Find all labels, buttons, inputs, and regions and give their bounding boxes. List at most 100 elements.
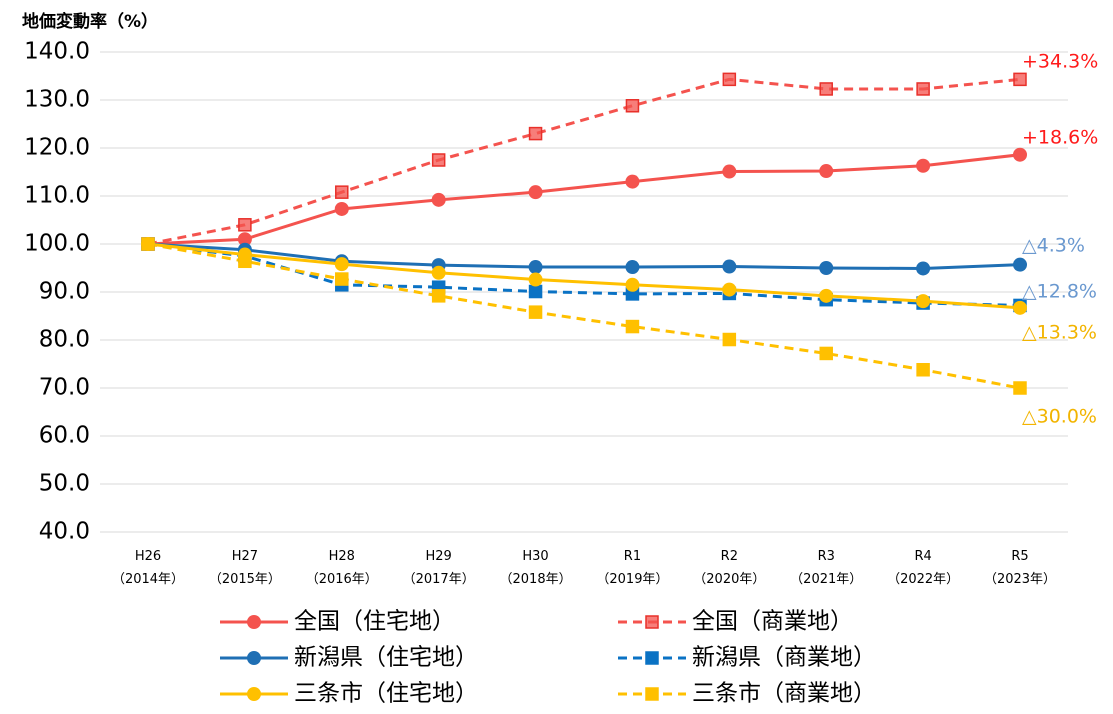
point [625, 277, 640, 292]
legend-label: 新潟県（商業地） [692, 645, 876, 671]
x-tick-label: R5 （2023年） [984, 549, 1056, 587]
point [334, 257, 349, 272]
point [528, 260, 543, 275]
x-tick-label-line: H30 [522, 549, 548, 564]
point [528, 284, 543, 299]
point [335, 272, 349, 286]
point [431, 192, 446, 207]
annotation: △13.3% [1022, 322, 1097, 344]
annotation: +18.6% [1022, 127, 1098, 149]
point [625, 319, 640, 334]
point [431, 265, 446, 280]
series-line [147, 242, 1021, 310]
legend-marker [247, 651, 261, 665]
point [528, 305, 543, 319]
point [819, 164, 834, 179]
y-tick-label: 60.0 [39, 423, 90, 449]
point [819, 82, 833, 96]
x-tick-label-line: （2019年） [596, 572, 668, 587]
x-tick-label-line: R4 [914, 549, 931, 564]
x-tick-label: R2 （2020年） [693, 549, 765, 587]
point [916, 294, 931, 309]
point [916, 82, 930, 96]
series-line [147, 242, 1021, 390]
series-line [147, 242, 1021, 270]
point [431, 289, 446, 303]
point [916, 158, 931, 173]
y-tick-label: 100.0 [24, 231, 90, 257]
x-tick-label-line: （2016年） [306, 572, 378, 587]
x-tick-label-line: R2 [721, 549, 738, 564]
legend-marker [645, 687, 659, 701]
point [625, 99, 640, 113]
point [237, 232, 252, 247]
point [431, 153, 446, 167]
x-tick-label-line: （2014年） [112, 572, 184, 587]
point [1013, 381, 1027, 395]
point [722, 72, 737, 87]
x-tick-label-line: R3 [818, 549, 835, 564]
legend-label: 三条市（住宅地） [294, 681, 478, 707]
point [1013, 300, 1027, 315]
point [334, 201, 349, 216]
x-tick-label: R4 （2022年） [887, 549, 959, 587]
legend-label: 新潟県（住宅地） [294, 645, 478, 671]
annotation: △12.8% [1022, 281, 1097, 303]
point [141, 237, 155, 251]
legend-marker [645, 615, 659, 629]
annotation: △30.0% [1022, 406, 1097, 428]
x-tick-label-line: H27 [232, 549, 258, 564]
point [819, 346, 833, 361]
y-tick-label: 40.0 [39, 519, 90, 545]
y-tick-label: 110.0 [24, 183, 90, 209]
point [1013, 72, 1027, 87]
x-tick-label-line: H26 [135, 549, 161, 564]
point [1013, 147, 1027, 162]
y-tick-label: 130.0 [24, 87, 90, 113]
y-tick-label: 90.0 [39, 279, 90, 305]
point [819, 288, 834, 303]
x-tick-label-line: R5 [1011, 549, 1028, 564]
point [722, 332, 737, 347]
y-tick-label: 70.0 [39, 375, 90, 401]
point [916, 261, 931, 276]
point [238, 218, 252, 232]
series-line [147, 153, 1021, 246]
x-tick-label-line: R1 [624, 549, 641, 564]
legend-marker [247, 615, 261, 629]
y-axis-label: 地価変動率（%） [22, 11, 158, 32]
point [1013, 257, 1027, 272]
y-tick-label: 50.0 [39, 471, 90, 497]
x-tick-label-line: （2023年） [984, 572, 1056, 587]
x-tick-label-line: H29 [426, 549, 452, 564]
point [916, 363, 930, 377]
point [722, 164, 737, 179]
x-tick-label: H28 （2016年） [306, 549, 378, 587]
y-tick-label: 140.0 [24, 39, 90, 65]
point [819, 261, 834, 275]
x-tick-label: H27 （2015年） [209, 549, 281, 587]
point [625, 260, 640, 275]
legend-label: 三条市（商業地） [692, 681, 876, 707]
point [238, 254, 252, 269]
x-tick-label-line: （2018年） [500, 572, 572, 587]
x-tick-label: R1 （2019年） [596, 549, 668, 587]
legend-marker [645, 651, 659, 665]
x-tick-label: H26 （2014年） [112, 549, 184, 587]
legend-marker [247, 687, 261, 701]
x-tick-label: H30 （2018年） [500, 549, 572, 587]
x-tick-label-line: （2020年） [693, 572, 765, 587]
x-tick-label-line: （2017年） [403, 572, 475, 587]
point [528, 185, 543, 200]
x-tick-label-line: （2015年） [209, 572, 281, 587]
point [722, 282, 737, 297]
legend-label: 全国（商業地） [692, 609, 853, 635]
series-line [147, 77, 1021, 246]
x-tick-label-line: （2021年） [790, 572, 862, 587]
legend-label: 全国（住宅地） [294, 609, 455, 635]
y-tick-label: 80.0 [39, 327, 90, 353]
y-tick-label: 120.0 [24, 135, 90, 161]
point [335, 185, 349, 199]
x-tick-label: R3 （2021年） [790, 549, 862, 587]
